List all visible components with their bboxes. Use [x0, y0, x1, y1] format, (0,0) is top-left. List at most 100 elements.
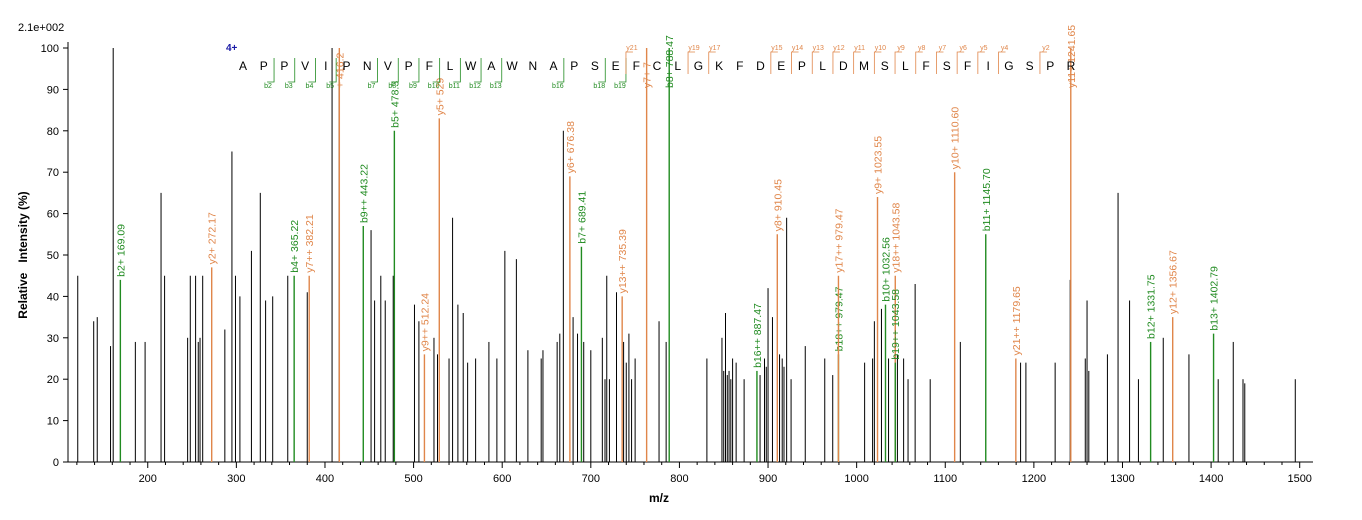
b-ion-marker [556, 58, 565, 83]
y-ion-index: y15 [771, 45, 782, 52]
b-ion-marker [329, 58, 337, 83]
y-ion-marker [915, 51, 923, 74]
b-ion-index: b5 [326, 83, 334, 90]
ion-label: y8+ 910.45 [772, 179, 784, 231]
x-axis-title: m/z [649, 491, 669, 505]
x-tick-label: 1500 [1287, 473, 1311, 485]
y-ion-index: y5 [980, 45, 988, 52]
b-ion-marker [474, 58, 482, 83]
x-tick-label: 300 [227, 473, 245, 485]
ion-label: b5+ 478.3 [389, 81, 401, 128]
b-ion-index: b4 [306, 83, 314, 90]
y-tick-label: 60 [47, 209, 59, 221]
sequence-residue: G [1004, 59, 1013, 73]
ion-label: b11+ 1145.70 [981, 168, 993, 231]
sequence-residue: P [798, 59, 806, 73]
y-ion-marker [832, 51, 840, 74]
y-ion-marker [956, 51, 965, 74]
ion-label: y7+ 7 [642, 62, 654, 88]
y-tick-label: 30 [47, 333, 59, 345]
sequence-residue: V [384, 59, 392, 73]
ion-label: b13+ 1402.79 [1209, 266, 1221, 331]
b-ion-index: b16 [552, 83, 564, 90]
ion-label: b10+ 1032.56 [880, 237, 892, 302]
b-ion-marker [453, 58, 461, 83]
y-ion-index: y7 [939, 45, 947, 52]
ion-label: y11+ 1241.65 [1066, 25, 1078, 88]
y-ion-index: y11 [854, 45, 865, 52]
b-ion-marker [267, 58, 275, 83]
ion-label: y21++ 1179.65 [1011, 286, 1023, 355]
y-tick-label: 40 [47, 291, 59, 303]
ion-label: y9+ 1023.55 [873, 136, 885, 194]
ion-label: y10+ 1110.60 [950, 107, 962, 170]
b-ion-index: b9 [409, 83, 417, 90]
sequence-residue: P [405, 59, 413, 73]
y-ion-marker [687, 51, 696, 74]
x-tick-label: 400 [316, 473, 334, 485]
sequence-residue: P [280, 59, 288, 73]
sequence-residue: F [964, 59, 971, 73]
b-ion-index: b7 [368, 83, 376, 90]
y-tick-label: 90 [47, 84, 59, 96]
x-tick-label: 1200 [1022, 473, 1046, 485]
x-tick-label: 800 [670, 473, 688, 485]
b-ion-marker [411, 58, 420, 83]
x-tick-label: 200 [139, 473, 157, 485]
y-ion-index: y10 [875, 45, 886, 52]
y-tick-label: 80 [47, 126, 59, 138]
y-ion-index: y12 [833, 45, 844, 52]
ion-label: y13++ 735.39 [617, 229, 629, 293]
ion-label: b18++ 979.47 [833, 286, 845, 351]
b-ion-marker [598, 58, 606, 83]
sequence-residue: F [633, 59, 640, 73]
x-tick-label: 1300 [1110, 473, 1134, 485]
sequence-residue: D [756, 59, 765, 73]
sequence-residue: P [342, 59, 350, 73]
y-ion-index: y9 [897, 45, 905, 52]
b-ion-index: b2 [264, 83, 272, 90]
sequence-residue: W [506, 59, 518, 73]
plot-area: 0 10 20 30 40 50 60 70 80 90 100 200 300 400 500 600 700… [41, 25, 1313, 485]
ion-label: y6+ 676.38 [565, 121, 577, 173]
ion-label: y9++ 512.24 [419, 293, 431, 352]
b-ion-index: b19 [614, 83, 626, 90]
sequence-residue: F [922, 59, 929, 73]
sequence-residue: L [674, 59, 681, 73]
sequence-residue: A [487, 59, 495, 73]
b-ion-marker [432, 58, 441, 83]
sequence-residue: F [736, 59, 743, 73]
y-ion-marker [791, 51, 799, 74]
ion-label: b9++ 443.22 [358, 164, 370, 223]
sequence-residue: M [859, 59, 869, 73]
b-ion-index: b11 [449, 83, 460, 90]
y-ion-index: y4 [1001, 45, 1009, 52]
y-ion-marker [625, 51, 633, 74]
sequence-residue: E [777, 59, 785, 73]
sequence-residue: A [549, 59, 557, 73]
y-ion-index: y19 [688, 45, 699, 52]
ion-label: + 416.2 [334, 53, 346, 88]
y-ion-marker [853, 51, 861, 74]
y-ion-index: y8 [918, 45, 926, 52]
b-ion-index: b8 [388, 83, 396, 90]
sequence-residue: S [1026, 59, 1034, 73]
y-ion-marker [998, 51, 1006, 74]
y-tick-label: 10 [47, 416, 59, 428]
ion-label: y7++ 382.21 [304, 214, 316, 273]
y-ion-marker [811, 51, 820, 74]
y-ion-index: y2 [1042, 45, 1050, 52]
y-tick-label: 20 [47, 374, 59, 386]
sequence-residue: S [881, 59, 889, 73]
y-tick-label: 0 [53, 457, 59, 469]
y-ion-index: y13 [813, 45, 824, 52]
sequence-residue: F [426, 59, 433, 73]
y-ion-index: y6 [959, 45, 967, 52]
b-ion-index: b13 [490, 83, 502, 90]
sequence-residue: P [260, 59, 268, 73]
y-axis-title: Relative Intensity (%) [16, 191, 30, 318]
sequence-residue: G [694, 59, 703, 73]
ion-label: y2+ 272.17 [207, 212, 219, 264]
y-tick-label: 100 [41, 43, 59, 55]
x-tick-label: 900 [759, 473, 777, 485]
